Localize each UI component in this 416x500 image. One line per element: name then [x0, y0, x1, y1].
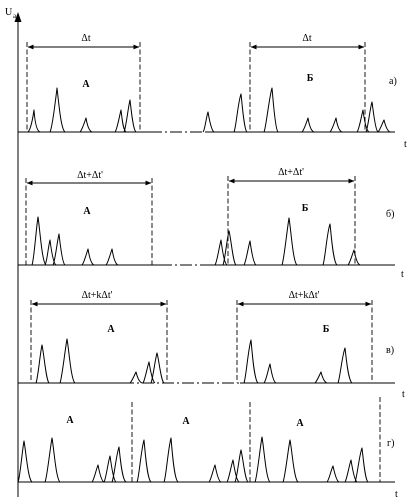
group-label: А — [82, 79, 90, 90]
panel-a: t Δt Δt А Б а) — [18, 33, 407, 150]
signal-peaks — [27, 87, 391, 133]
peak — [243, 339, 259, 384]
peak — [44, 437, 61, 483]
peak — [35, 344, 50, 384]
peak — [263, 363, 277, 384]
panel-label: в) — [386, 345, 394, 356]
peak — [111, 446, 127, 483]
group-label: Б — [323, 324, 330, 335]
signal-peaks — [35, 338, 353, 384]
peak — [105, 248, 119, 266]
peak — [214, 239, 228, 266]
group-label: А — [182, 416, 190, 427]
peak — [222, 230, 237, 266]
peak — [79, 117, 93, 133]
peak — [344, 459, 358, 483]
group-label: А — [66, 415, 74, 426]
interval-label: Δt+Δt' — [77, 170, 103, 181]
peak — [282, 439, 299, 483]
time-label: t — [401, 269, 404, 280]
panel-d: t А А А г) — [17, 397, 398, 500]
interval-label: Δt — [302, 33, 311, 44]
peak — [129, 371, 143, 384]
interval-label: Δt+kΔt' — [82, 290, 113, 301]
peak — [243, 240, 257, 266]
peak — [142, 361, 156, 384]
panel-c: t Δt+kΔt' Δt+kΔt' А Б в) — [18, 290, 405, 400]
peak — [347, 249, 361, 266]
peak — [326, 465, 340, 483]
y-axis: U a — [5, 7, 22, 497]
panel-b: t Δt+Δt' Δt+Δt' А Б б) — [18, 167, 404, 280]
peak — [233, 93, 248, 133]
peak — [377, 119, 391, 133]
peak — [44, 239, 57, 266]
peak — [123, 99, 137, 133]
peak — [202, 111, 215, 133]
peak — [208, 464, 222, 483]
peak — [81, 248, 95, 266]
y-axis-label: U — [5, 7, 13, 18]
peak — [163, 437, 179, 483]
peak — [254, 436, 271, 483]
peak — [281, 217, 298, 266]
peak — [365, 101, 379, 133]
peak — [49, 87, 66, 133]
peak — [314, 371, 328, 384]
signal-peaks — [31, 216, 361, 266]
group-label: А — [83, 206, 91, 217]
peak — [354, 447, 369, 483]
peak — [150, 352, 165, 384]
peak — [59, 338, 76, 384]
group-label: А — [107, 324, 115, 335]
time-label: t — [404, 139, 407, 150]
panel-label: г) — [387, 438, 394, 449]
interval-label: Δt — [81, 33, 90, 44]
peak — [114, 109, 127, 133]
signal-peaks — [17, 436, 369, 483]
peak — [301, 117, 315, 133]
group-label: А — [296, 418, 304, 429]
group-label: Б — [302, 203, 309, 214]
peak — [103, 455, 117, 483]
peak — [329, 117, 343, 133]
peak — [27, 109, 41, 133]
peak — [17, 440, 33, 483]
peak — [136, 439, 152, 483]
peak — [52, 233, 66, 266]
interval-label: Δt+Δt' — [278, 167, 304, 178]
peak — [337, 347, 353, 384]
panel-label: б) — [386, 209, 394, 220]
time-label: t — [395, 489, 398, 500]
peak — [234, 449, 249, 483]
group-label: Б — [307, 73, 314, 84]
interval-label: Δt+kΔt' — [289, 290, 320, 301]
peak — [322, 223, 338, 266]
peak — [263, 87, 279, 133]
peak — [31, 216, 47, 266]
y-axis-subscript: a — [13, 12, 17, 20]
time-label: t — [402, 389, 405, 400]
peak — [91, 464, 105, 483]
panel-label: а) — [389, 76, 397, 87]
